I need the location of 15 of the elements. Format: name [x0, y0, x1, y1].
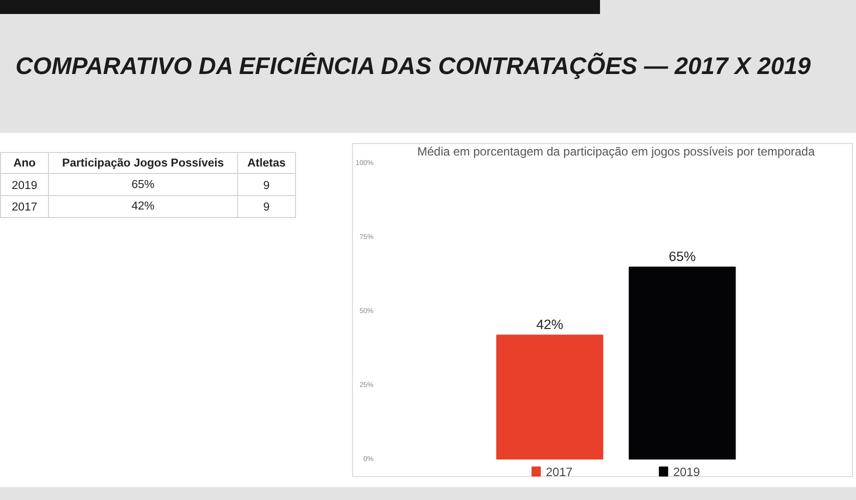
data-label: 65%: [668, 249, 696, 264]
text: Ano: [13, 157, 36, 170]
chart-title: Média em porcentagem da participação em jogos possíveis por temporada: [417, 144, 816, 158]
text: 42%: [131, 200, 155, 212]
legend-label: 2017: [546, 465, 573, 479]
text: 2019: [12, 180, 38, 192]
legend-label: 2019: [673, 465, 700, 479]
data-label: 42%: [536, 317, 564, 332]
text: 2017: [12, 201, 38, 214]
text: Participação Jogos Possíveis: [62, 157, 224, 170]
text: 9: [263, 180, 270, 192]
text: Atletas: [247, 157, 286, 170]
text: COMPARATIVO DA EFICIÊNCIA DAS CONTRATAÇÕES — 2017 X 2019: [16, 52, 812, 80]
text: 65%: [131, 178, 155, 191]
text: 9: [263, 201, 270, 214]
